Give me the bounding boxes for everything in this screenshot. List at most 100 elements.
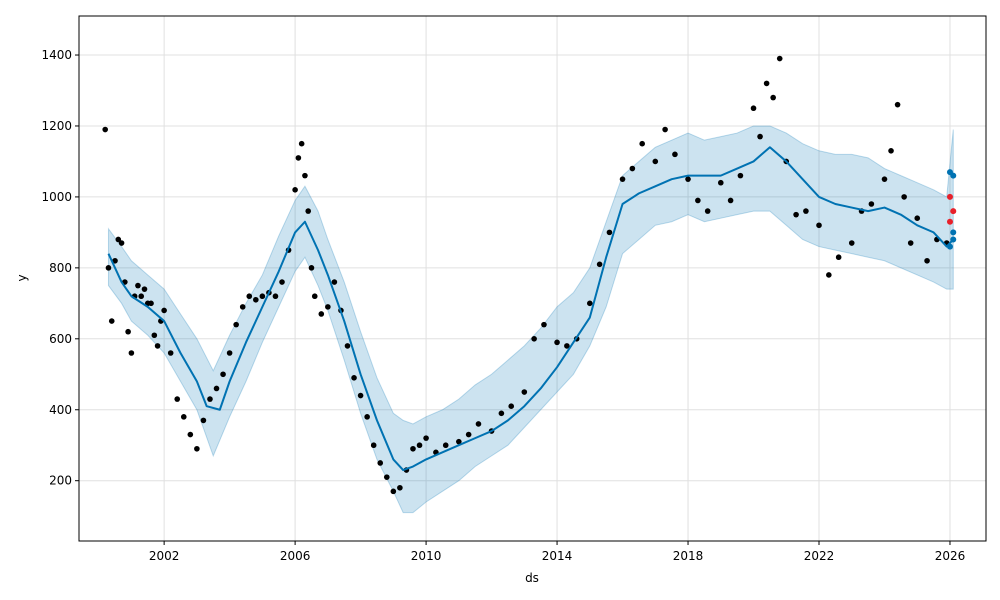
observed-point bbox=[498, 410, 505, 417]
x-tick-label: 2002 bbox=[149, 549, 180, 563]
observed-point bbox=[135, 282, 141, 289]
observed-point bbox=[835, 254, 842, 261]
observed-point bbox=[639, 140, 645, 147]
plot-background bbox=[79, 16, 986, 541]
y-tick-label: 400 bbox=[49, 403, 72, 417]
observed-point bbox=[750, 105, 757, 112]
observed-point bbox=[901, 194, 907, 200]
observed-point bbox=[423, 435, 429, 441]
observed-point bbox=[737, 172, 744, 179]
observed-point bbox=[816, 222, 822, 229]
observed-point bbox=[161, 307, 167, 314]
observed-point bbox=[344, 343, 351, 349]
observed-point bbox=[662, 126, 668, 133]
observed-point bbox=[894, 101, 901, 108]
observed-point bbox=[685, 176, 691, 182]
observed-point bbox=[138, 293, 145, 300]
observed-point bbox=[357, 392, 364, 399]
observed-point bbox=[554, 339, 560, 346]
observed-point bbox=[606, 229, 613, 236]
observed-point bbox=[154, 343, 161, 349]
observed-point bbox=[200, 417, 207, 424]
observed-point bbox=[187, 431, 194, 438]
observed-point bbox=[770, 94, 776, 101]
forecast-point bbox=[950, 236, 957, 243]
observed-point bbox=[298, 140, 305, 147]
observed-point bbox=[416, 442, 423, 449]
observed-point bbox=[105, 265, 112, 271]
observed-point bbox=[652, 158, 659, 165]
y-tick-label: 1200 bbox=[41, 119, 72, 133]
observed-point bbox=[564, 343, 570, 349]
observed-point bbox=[292, 187, 298, 193]
observed-point bbox=[239, 304, 246, 310]
observed-point bbox=[763, 80, 770, 87]
observed-point bbox=[325, 304, 331, 310]
observed-point bbox=[727, 197, 734, 204]
observed-point bbox=[924, 257, 930, 264]
observed-point bbox=[596, 261, 603, 268]
forecast-point bbox=[946, 243, 953, 250]
trend-line-path bbox=[107, 146, 954, 472]
observed-point bbox=[167, 350, 174, 356]
observed-point bbox=[302, 172, 308, 179]
observed-point bbox=[364, 414, 370, 420]
observed-point bbox=[531, 336, 537, 342]
observed-point bbox=[508, 403, 515, 410]
observed-point bbox=[629, 165, 636, 172]
observed-point bbox=[704, 208, 711, 214]
highlight-point bbox=[946, 218, 953, 225]
observed-point bbox=[308, 265, 315, 271]
observed-point bbox=[695, 197, 701, 204]
observed-point bbox=[826, 272, 832, 278]
observed-point bbox=[541, 321, 547, 328]
observed-point bbox=[118, 240, 125, 246]
observed-point bbox=[521, 389, 528, 395]
observed-point bbox=[803, 208, 809, 214]
observed-point bbox=[213, 385, 220, 392]
y-tick-label: 1400 bbox=[41, 48, 72, 62]
observed-point bbox=[793, 211, 799, 218]
observed-point bbox=[102, 126, 108, 133]
y-tick-label: 1000 bbox=[41, 190, 72, 204]
observed-point bbox=[141, 286, 148, 292]
y-tick-label: 200 bbox=[49, 474, 72, 488]
plot-frame bbox=[78, 15, 987, 542]
observed-point bbox=[410, 445, 416, 452]
y-tick-label: 800 bbox=[49, 261, 72, 275]
observed-points bbox=[102, 55, 950, 495]
observed-point bbox=[717, 179, 724, 186]
observed-point bbox=[672, 151, 678, 158]
observed-point bbox=[619, 176, 626, 182]
observed-point bbox=[112, 257, 118, 264]
observed-point bbox=[259, 293, 266, 300]
observed-point bbox=[390, 488, 397, 495]
observed-point bbox=[465, 431, 472, 438]
observed-point bbox=[194, 445, 200, 452]
observed-point bbox=[776, 55, 783, 62]
x-tick-label: 2010 bbox=[411, 549, 442, 563]
x-tick-label: 2018 bbox=[673, 549, 704, 563]
trend-line bbox=[107, 146, 954, 472]
x-tick-label: 2006 bbox=[280, 549, 311, 563]
observed-point bbox=[125, 328, 131, 335]
observed-point bbox=[115, 236, 122, 243]
x-tick-label: 2022 bbox=[804, 549, 835, 563]
observed-point bbox=[180, 414, 187, 420]
observed-point bbox=[311, 293, 318, 300]
observed-point bbox=[233, 321, 239, 328]
observed-point bbox=[174, 396, 181, 402]
observed-point bbox=[907, 240, 914, 246]
observed-point bbox=[351, 375, 357, 381]
observed-point bbox=[868, 201, 875, 207]
observed-point bbox=[128, 350, 135, 356]
grid bbox=[79, 16, 986, 541]
observed-point bbox=[151, 332, 158, 339]
highlight-point bbox=[950, 208, 957, 215]
observed-point bbox=[370, 442, 377, 449]
observed-point bbox=[456, 438, 462, 445]
x-tick-label: 2026 bbox=[935, 549, 966, 563]
observed-point bbox=[207, 396, 213, 402]
observed-point bbox=[757, 133, 763, 140]
